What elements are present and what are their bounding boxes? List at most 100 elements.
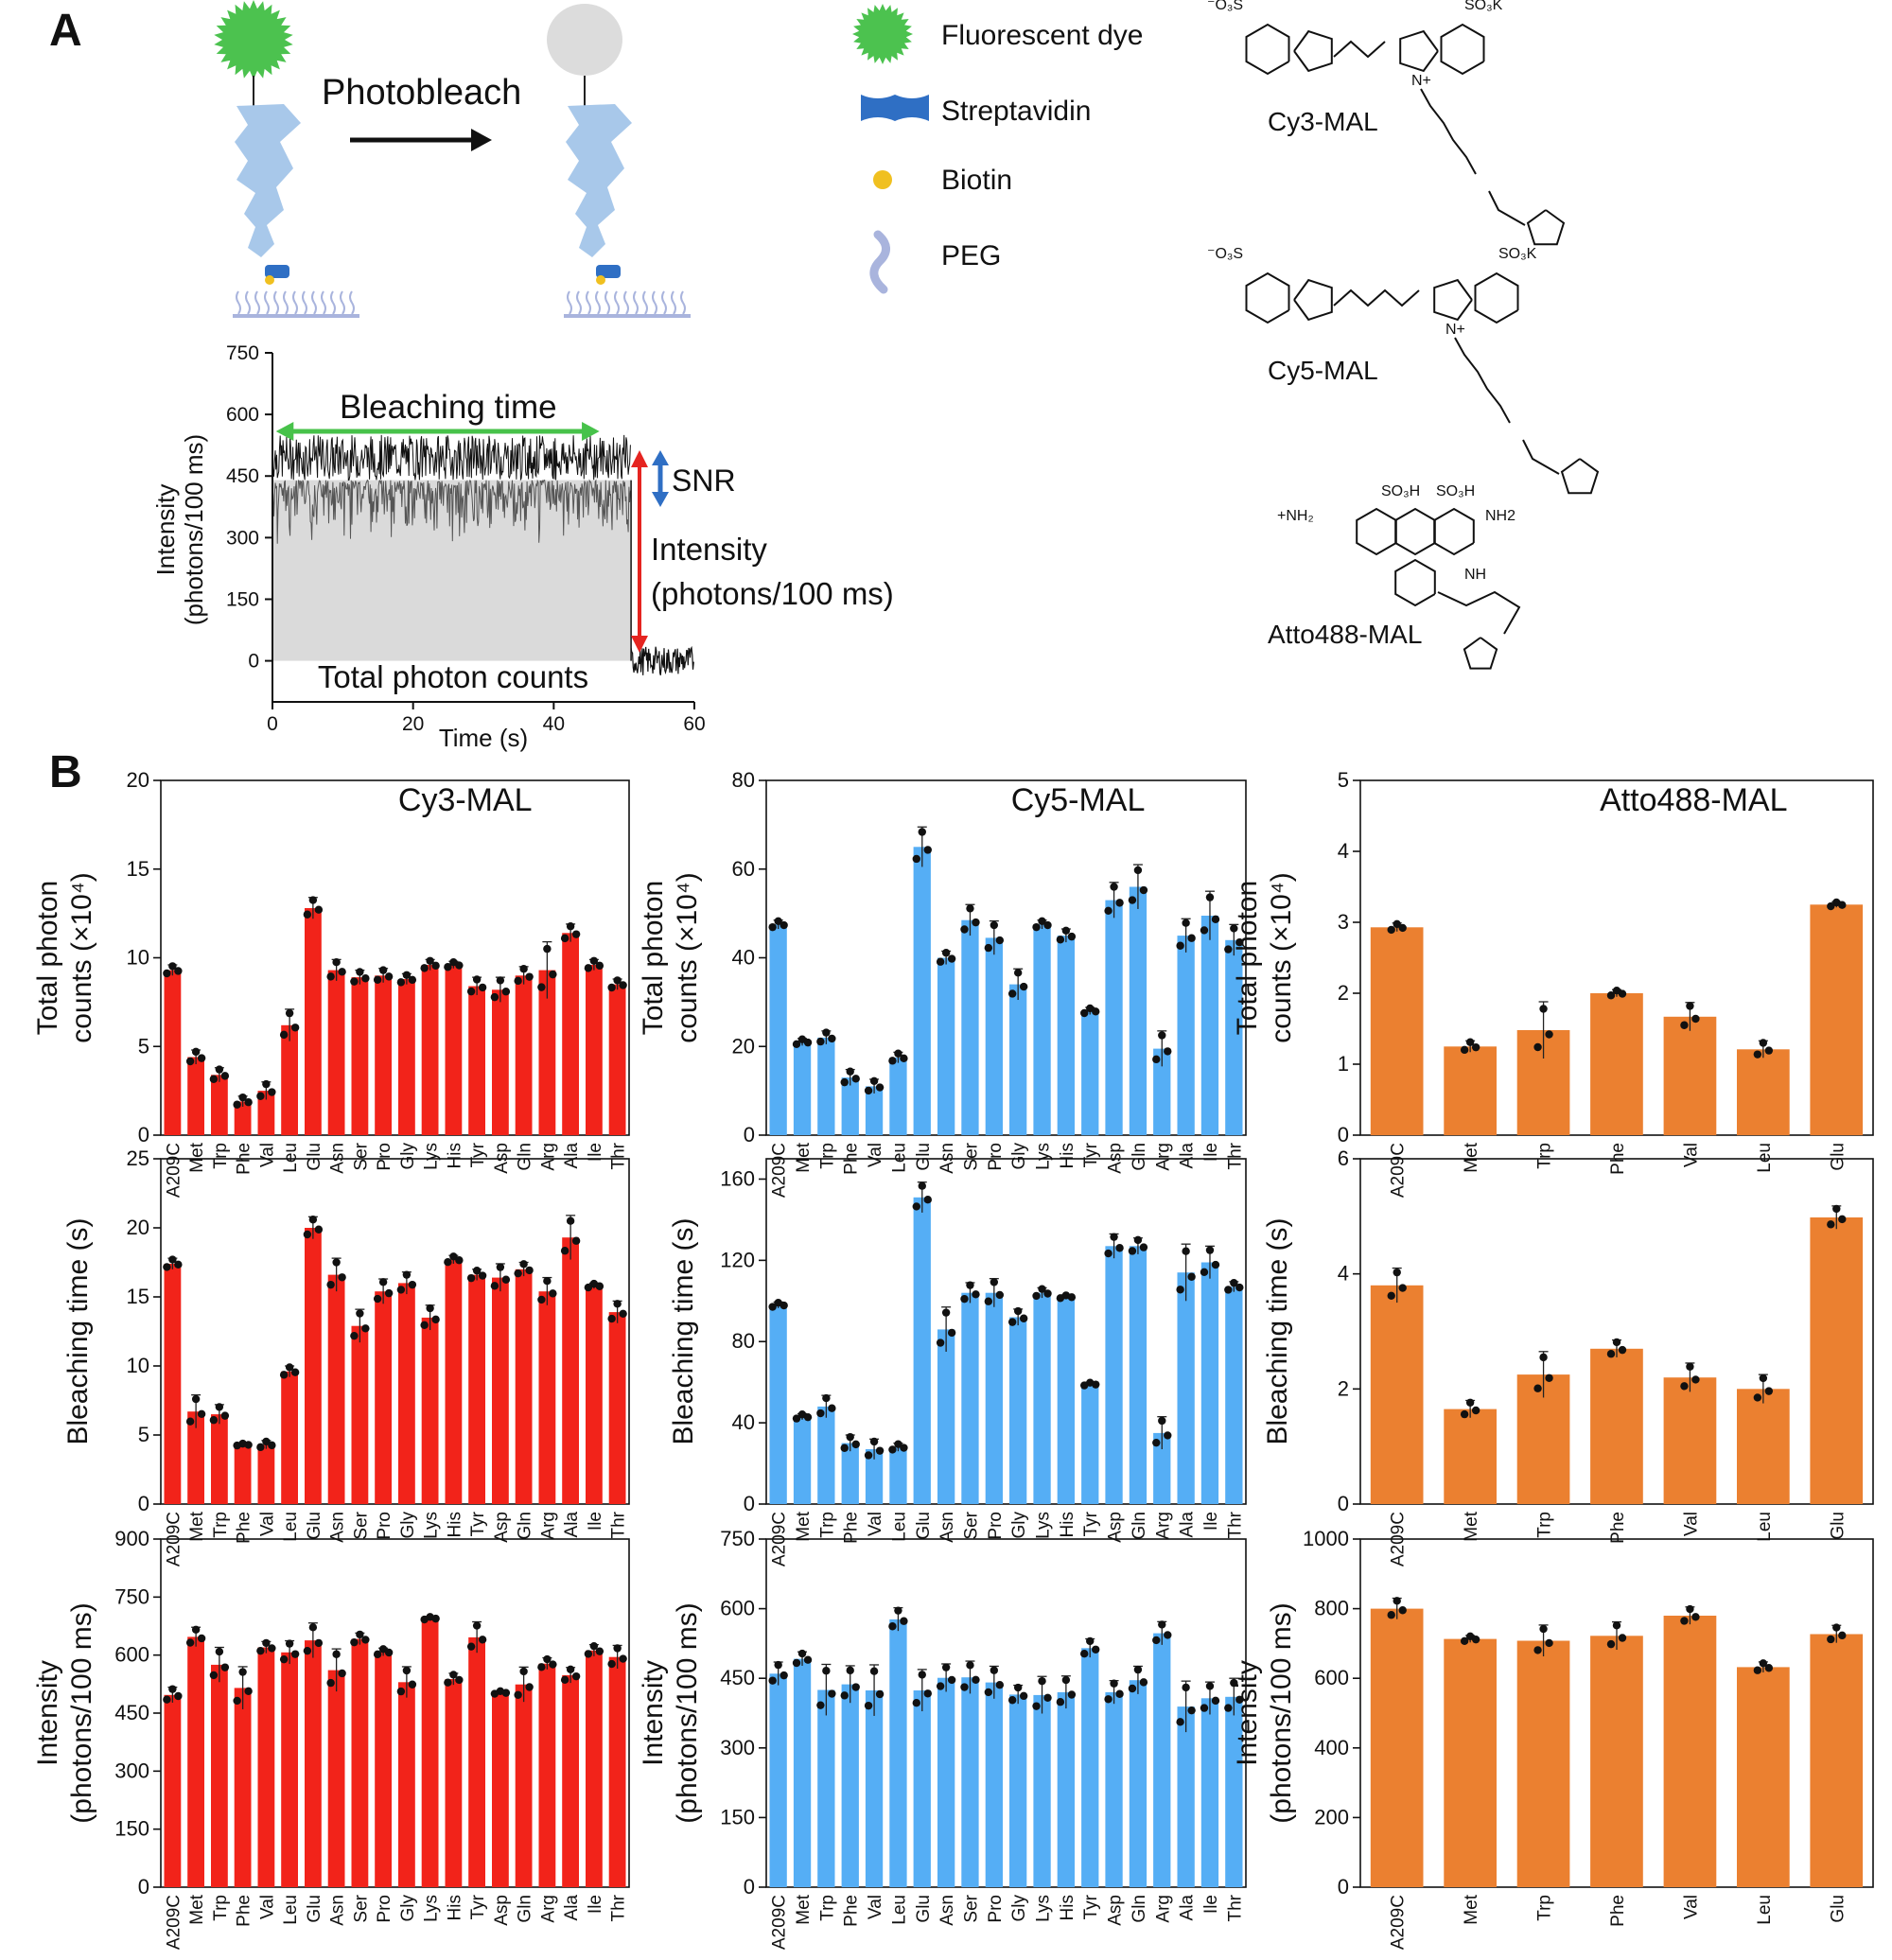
replicate-dot (338, 1669, 346, 1678)
replicate-dot (501, 1275, 511, 1284)
replicate-dot (619, 1654, 627, 1663)
x-tick-label: Tyr (468, 1142, 488, 1167)
bar (375, 1652, 392, 1887)
replicate-dot (444, 963, 452, 971)
bar (562, 1237, 579, 1504)
replicate-dot (912, 1202, 920, 1211)
x-tick-label: Asp (492, 1895, 512, 1926)
trace-x-tick-label: 0 (267, 713, 278, 735)
replicate-dot (1545, 1374, 1553, 1382)
y-tick-label: 25 (127, 1146, 149, 1170)
replicate-dot (1061, 1675, 1071, 1685)
replicate-dot (1032, 922, 1041, 932)
replicate-dot (936, 957, 945, 966)
bar (305, 1228, 322, 1504)
replicate-dot (209, 1671, 219, 1680)
replicate-dot (514, 1269, 522, 1278)
replicate-dot (256, 1092, 265, 1100)
replicate-dot (888, 1445, 897, 1454)
y-tick-label: 0 (1338, 1123, 1349, 1146)
y-tick-label: 60 (732, 857, 755, 881)
replicate-dot (185, 1417, 195, 1426)
replicate-dot (1205, 893, 1215, 901)
x-tick-label: Val (866, 1512, 885, 1536)
replicate-dot (1007, 1318, 1017, 1326)
protein-shape-after (566, 104, 632, 257)
replicate-dot (1182, 919, 1190, 927)
bar (257, 1647, 275, 1887)
legend-label-peg: PEG (941, 240, 1001, 271)
replicate-dot (941, 1663, 951, 1671)
bar (793, 1041, 812, 1135)
schematic-legend: Fluorescent dye Streptavidin Biotin PEG (852, 4, 1143, 294)
x-tick-label: Val (866, 1143, 885, 1167)
replicate-dot (303, 1230, 312, 1239)
replicate-dot (1104, 1249, 1112, 1258)
bar (1370, 927, 1424, 1136)
y-tick-label: 450 (720, 1666, 755, 1689)
x-tick-label: Leu (889, 1512, 909, 1542)
x-tick-label: Arg (538, 1512, 558, 1540)
y-tick-label: 600 (1314, 1666, 1349, 1689)
replicate-dot (1545, 1638, 1553, 1648)
replicate-dot (220, 1072, 230, 1080)
bar (1225, 1696, 1243, 1887)
replicate-dot (290, 1368, 300, 1376)
atto-amine-left: +NH₂ (1277, 508, 1314, 524)
replicate-dot (1838, 1215, 1847, 1224)
x-tick-label: Gly (1009, 1143, 1029, 1170)
bar (1810, 904, 1864, 1136)
replicate-dot (584, 1283, 593, 1292)
x-tick-label: A209C (1389, 1143, 1409, 1198)
replicate-dot (525, 1683, 534, 1691)
replicate-dot (1019, 1691, 1028, 1701)
chart-frame (765, 779, 1247, 1136)
replicate-dot (803, 1412, 813, 1422)
x-tick-label: Ser (351, 1142, 371, 1170)
replicate-dot (1460, 1045, 1469, 1055)
x-tick-label: Trp (211, 1143, 231, 1169)
bar (421, 1317, 439, 1504)
bar (1370, 1608, 1424, 1887)
x-tick-label: Lys (422, 1895, 442, 1922)
x-tick-label: Gln (1130, 1512, 1149, 1540)
x-tick-label: Asp (492, 1512, 512, 1543)
replicate-dot (244, 1441, 253, 1449)
replicate-dot (215, 1065, 224, 1074)
replicate-dot (1092, 1380, 1100, 1389)
replicate-dot (384, 1288, 394, 1298)
x-tick-label: Gly (1009, 1512, 1029, 1539)
bar (817, 1406, 835, 1504)
bar (445, 1679, 463, 1887)
replicate-dot (402, 971, 412, 979)
replicate-dot (828, 1404, 836, 1412)
replicate-dot (768, 922, 777, 932)
replicate-dot (1387, 1611, 1395, 1619)
x-tick-label: Gly (398, 1143, 418, 1170)
y-tick-label: 120 (720, 1248, 755, 1271)
bar (351, 1325, 369, 1504)
y-tick-label: 15 (127, 1285, 149, 1308)
replicate-dot (220, 1663, 230, 1671)
replicate-dot (1013, 969, 1023, 977)
replicate-dot (262, 1437, 271, 1446)
replicate-dot (543, 944, 552, 954)
bar (211, 1414, 228, 1504)
bar (1590, 993, 1643, 1135)
replicate-dot (960, 1683, 969, 1691)
replicate-dot (966, 1281, 974, 1289)
y-tick-label: 4 (1338, 1262, 1349, 1286)
y-tick-label: 160 (720, 1166, 755, 1190)
bar (375, 975, 392, 1136)
bar (889, 1446, 907, 1504)
y-tick-label: 20 (127, 768, 149, 792)
bar (1057, 1691, 1075, 1887)
bar (1177, 1272, 1195, 1504)
bar (1129, 886, 1147, 1135)
replicate-dot (1158, 1031, 1166, 1040)
bar (769, 1304, 787, 1504)
replicate-dot (1606, 991, 1616, 1000)
x-tick-label: Trp (817, 1143, 837, 1169)
replicate-dot (995, 936, 1005, 945)
